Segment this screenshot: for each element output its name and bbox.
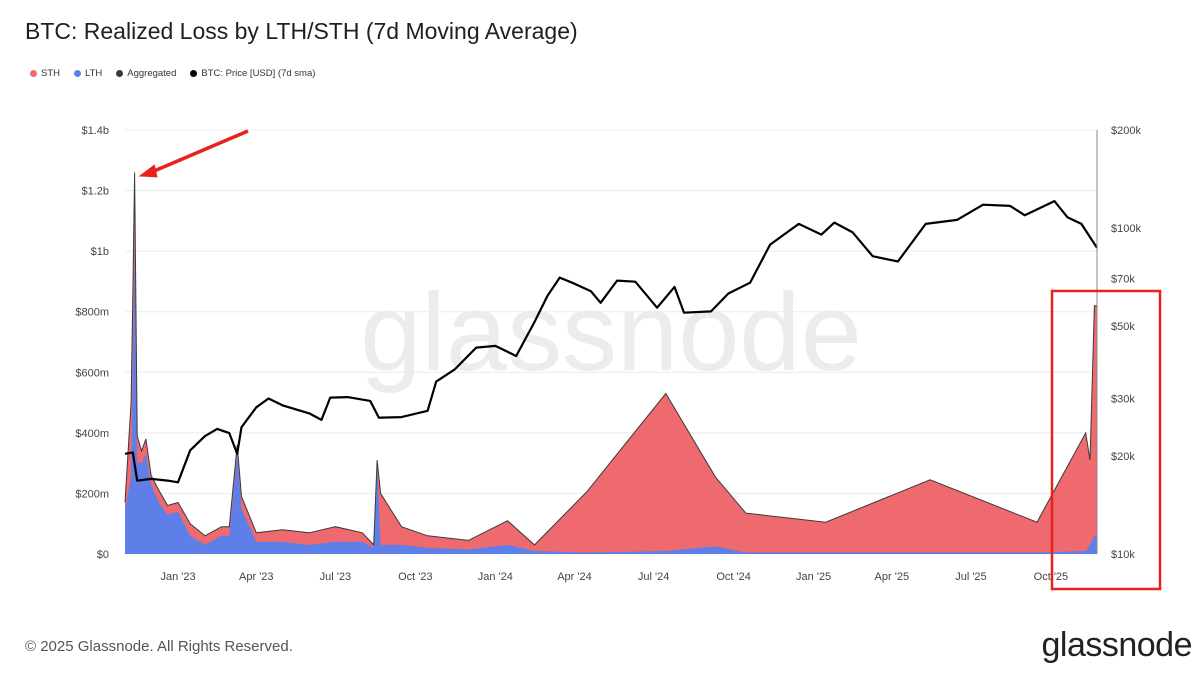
x-tick-label: Jan '23 bbox=[160, 571, 195, 583]
legend-marker-aggregated bbox=[116, 70, 124, 77]
x-tick-label: Jul '25 bbox=[955, 571, 986, 583]
y-right-tick-label: $20k bbox=[1111, 451, 1135, 463]
legend-item-sth[interactable]: STH bbox=[30, 68, 60, 79]
legend-label-lth: LTH bbox=[85, 68, 103, 79]
y-left-tick-label: $1b bbox=[91, 246, 109, 258]
x-tick-label: Jan '24 bbox=[478, 571, 513, 583]
x-tick-label: Oct '23 bbox=[398, 571, 433, 583]
y-left-tick-label: $600m bbox=[75, 367, 109, 379]
legend-label-price: BTC: Price [USD] (7d sma) bbox=[201, 68, 316, 79]
y-right-tick-label: $30k bbox=[1111, 394, 1135, 406]
legend: STH LTH Aggregated BTC: Price [USD] (7d … bbox=[30, 68, 315, 79]
chart-title: BTC: Realized Loss by LTH/STH (7d Moving… bbox=[25, 18, 578, 44]
y-right-tick-label: $70k bbox=[1111, 274, 1135, 286]
watermark: glassnode bbox=[360, 271, 862, 394]
annotation-box bbox=[1050, 289, 1162, 591]
legend-marker-price bbox=[190, 70, 198, 77]
y-left-tick-label: $0 bbox=[97, 549, 109, 561]
annotation-arrowhead bbox=[138, 164, 158, 178]
y-right-tick-label: $100k bbox=[1111, 223, 1141, 235]
x-tick-label: Oct '24 bbox=[716, 571, 751, 583]
x-tick-label: Apr '23 bbox=[239, 571, 274, 583]
x-tick-label: Jan '25 bbox=[796, 571, 831, 583]
y-left-tick-label: $1.2b bbox=[81, 186, 109, 198]
copyright-text: © 2025 Glassnode. All Rights Reserved. bbox=[25, 638, 293, 655]
legend-item-price[interactable]: BTC: Price [USD] (7d sma) bbox=[190, 68, 315, 79]
sth-area bbox=[125, 172, 1097, 554]
legend-marker-sth bbox=[30, 70, 37, 77]
y-right-tick-label: $50k bbox=[1111, 321, 1135, 333]
y-left-tick-label: $800m bbox=[75, 307, 109, 319]
brand-logo: glassnode bbox=[1041, 626, 1192, 664]
y-right-tick-label: $200k bbox=[1111, 125, 1141, 137]
x-tick-label: Apr '24 bbox=[557, 571, 592, 583]
legend-label-aggregated: Aggregated bbox=[127, 68, 177, 79]
legend-item-aggregated[interactable]: Aggregated bbox=[116, 68, 176, 79]
x-tick-label: Jul '24 bbox=[638, 571, 669, 583]
y-right-tick-label: $10k bbox=[1111, 549, 1135, 561]
aggregated-line bbox=[124, 172, 1097, 547]
legend-label-sth: STH bbox=[41, 68, 60, 79]
annotation-arrow bbox=[147, 129, 249, 176]
x-tick-label: Apr '25 bbox=[875, 571, 910, 583]
x-tick-label: Jul '23 bbox=[320, 571, 351, 583]
y-left-tick-label: $400m bbox=[75, 428, 109, 440]
legend-item-lth[interactable]: LTH bbox=[74, 68, 102, 79]
price-line bbox=[124, 200, 1098, 484]
y-left-tick-label: $200m bbox=[75, 488, 109, 500]
y-left-tick-label: $1.4b bbox=[81, 125, 109, 137]
legend-marker-lth bbox=[74, 70, 81, 77]
